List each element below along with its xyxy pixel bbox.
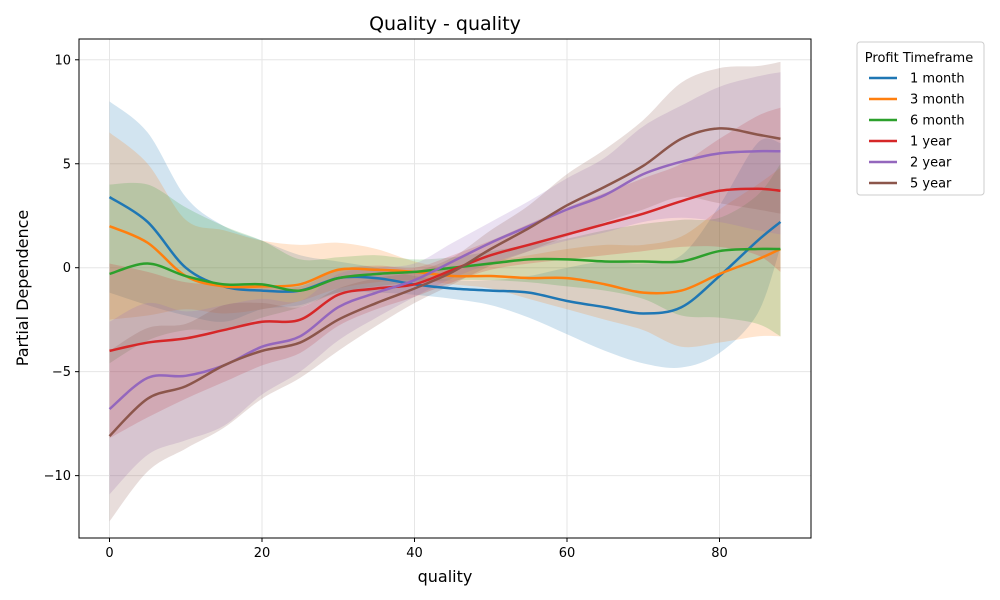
x-tick-label: 20 <box>254 546 271 561</box>
confidence-band <box>109 132 781 348</box>
legend-title: Profit Timeframe <box>865 51 973 66</box>
confidence-band <box>109 72 781 495</box>
x-axis: 0 20 40 60 80 <box>105 538 728 561</box>
y-axis: −10 −5 0 5 10 <box>44 53 79 484</box>
legend-label: 5 year <box>910 177 952 192</box>
y-tick-label: 5 <box>63 157 71 172</box>
legend-label: 3 month <box>910 93 965 108</box>
series-lines <box>108 127 782 438</box>
legend-box <box>856 41 985 196</box>
legend-label: 1 month <box>910 72 965 87</box>
plot-frame <box>78 38 812 539</box>
legend-label: 6 month <box>910 114 965 129</box>
x-tick-label: 0 <box>105 546 113 561</box>
y-tick-label: 0 <box>63 261 71 276</box>
confidence-band <box>109 61 781 522</box>
legend-label: 2 year <box>910 156 952 171</box>
confidence-band <box>109 163 781 364</box>
x-tick-label: 60 <box>559 546 576 561</box>
series-line <box>109 247 781 292</box>
y-tick-label: 10 <box>54 53 71 68</box>
x-axis-title: quality <box>418 567 473 586</box>
y-tick-label: −10 <box>44 469 71 484</box>
y-tick-label: −5 <box>52 365 71 380</box>
x-tick-label: 40 <box>406 546 423 561</box>
chart-title: Quality - quality <box>369 13 521 35</box>
y-axis-title: Partial Dependence <box>13 210 32 366</box>
series-line <box>108 127 781 438</box>
series-line <box>109 187 781 353</box>
x-tick-label: 80 <box>711 546 728 561</box>
series-line <box>109 224 782 295</box>
legend-items: 1 month 3 month 6 month 1 year 2 year 5 year <box>869 72 965 192</box>
confidence-band <box>109 101 781 369</box>
legend-label: 1 year <box>910 135 952 150</box>
